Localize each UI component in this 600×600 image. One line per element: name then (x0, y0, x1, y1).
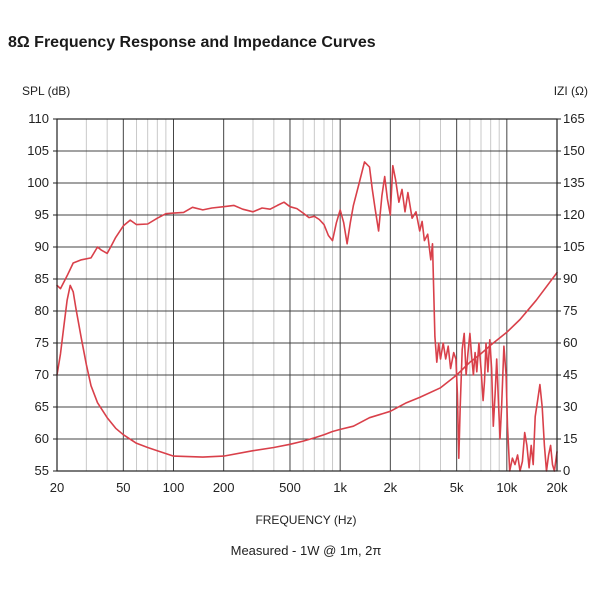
y-right-tick-labels: 0 15 30 45 60 75 90 105 120 135 150 165 (557, 111, 585, 478)
x-axis-label: FREQUENCY (Hz) (255, 513, 356, 527)
y-left-tick-label: 60 (35, 431, 49, 446)
y-left-tick-label: 105 (27, 143, 49, 158)
measurement-caption: Measured - 1W @ 1m, 2π (231, 543, 382, 558)
y-right-tick-label: 105 (563, 239, 585, 254)
y-right-tick-label: 120 (563, 207, 585, 222)
y-right-tick-label: 0 (563, 463, 570, 478)
x-tick-label: 10k (496, 480, 517, 495)
y-right-tick-label: 135 (563, 175, 585, 190)
y-left-tick-label: 85 (35, 271, 49, 286)
y-left-tick-label: 70 (35, 367, 49, 382)
y-left-tick-label: 110 (28, 111, 49, 126)
y-left-tick-label: 80 (35, 303, 49, 318)
major-grid (57, 119, 557, 471)
y-left-axis-label: SPL (dB) (22, 84, 70, 98)
x-tick-label: 2k (383, 480, 397, 495)
y-left-tick-label: 90 (35, 239, 49, 254)
y-left-tick-label: 55 (35, 463, 49, 478)
series-layer (56, 161, 558, 472)
x-tick-label: 5k (450, 480, 464, 495)
x-tick-label: 50 (116, 480, 130, 495)
x-tick-label: 500 (279, 480, 301, 495)
y-right-tick-label: 60 (563, 335, 577, 350)
y-left-tick-label: 95 (35, 207, 49, 222)
series-line-impedance (56, 271, 558, 458)
y-left-tick-label: 65 (35, 399, 49, 414)
y-left-tick-label: 75 (35, 335, 49, 350)
x-tick-label: 100 (163, 480, 185, 495)
minor-grid (85, 119, 500, 471)
series-line-spl (56, 161, 558, 472)
x-tick-label: 1k (333, 480, 347, 495)
y-right-tick-label: 30 (563, 399, 577, 414)
y-right-tick-label: 45 (563, 367, 577, 382)
plot-frame (56, 118, 558, 472)
y-right-tick-label: 15 (563, 431, 577, 446)
y-right-tick-label: 75 (563, 303, 577, 318)
y-right-tick-label: 165 (563, 111, 585, 126)
y-right-tick-label: 150 (563, 143, 585, 158)
y-right-tick-label: 90 (563, 271, 577, 286)
y-right-axis-label: IZI (Ω) (554, 84, 588, 98)
y-left-tick-label: 100 (27, 175, 49, 190)
x-tick-label: 200 (213, 480, 235, 495)
x-tick-label: 20k (547, 480, 568, 495)
page-title: 8Ω Frequency Response and Impedance Curv… (8, 34, 376, 51)
y-left-tick-labels: 55 60 65 70 75 80 85 90 95 100 105 110 (27, 111, 57, 478)
x-tick-labels: 20 50 100 200 500 1k 2k 5k 10k 20k (50, 480, 568, 495)
x-tick-label: 20 (50, 480, 64, 495)
